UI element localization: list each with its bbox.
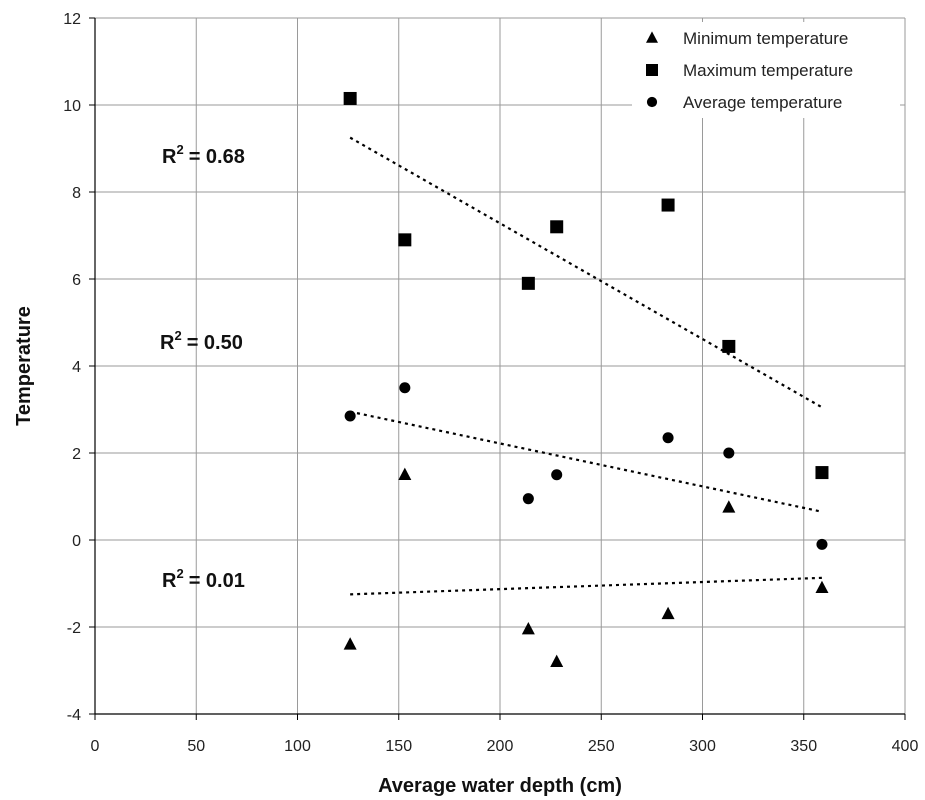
x-tick-label: 50 — [187, 738, 205, 755]
y-axis-title: Temperature — [13, 306, 35, 426]
data-point-triangle — [521, 622, 535, 635]
x-tick-label: 0 — [91, 738, 100, 755]
data-point-triangle — [550, 654, 564, 667]
legend-marker-square — [646, 64, 658, 76]
x-tick-label: 100 — [284, 738, 311, 755]
y-tick-label: 8 — [72, 185, 81, 202]
trendlines — [349, 136, 823, 596]
y-tick-label: 12 — [63, 11, 81, 28]
data-point-circle — [723, 447, 735, 459]
y-tick-label: 6 — [72, 272, 81, 289]
x-tick-label: 350 — [790, 738, 817, 755]
x-tick-label: 400 — [892, 738, 919, 755]
data-point-circle — [399, 382, 411, 394]
y-tick-label: 10 — [63, 98, 81, 115]
y-tick-label: -2 — [67, 620, 81, 637]
data-point-circle — [551, 469, 563, 481]
legend-label: Minimum temperature — [683, 29, 848, 48]
data-point-triangle — [343, 637, 357, 650]
y-tick-label: 2 — [72, 446, 81, 463]
data-point-square — [661, 198, 675, 212]
data-point-circle — [344, 410, 356, 422]
legend-background — [632, 22, 900, 118]
data-point-square — [722, 339, 736, 353]
x-tick-label: 150 — [385, 738, 412, 755]
data-point-circle — [662, 432, 674, 444]
data-point-square — [343, 91, 357, 105]
legend: Minimum temperature Maximum temperature Av… — [632, 22, 900, 118]
data-points — [343, 91, 829, 667]
data-point-triangle — [398, 467, 412, 480]
legend-marker-circle — [646, 96, 658, 108]
data-point-square — [398, 233, 412, 247]
axes — [89, 17, 906, 720]
data-point-square — [550, 220, 564, 234]
legend-label: Average temperature — [683, 93, 842, 112]
r2-annotation-max: R2 = 0.68 — [162, 142, 245, 168]
data-point-circle — [522, 493, 534, 505]
data-point-square — [521, 276, 535, 290]
r2-annotation-avg: R2 = 0.50 — [160, 328, 243, 354]
legend-label: Maximum temperature — [683, 61, 853, 80]
data-point-circle — [816, 538, 828, 550]
x-tick-label: 250 — [588, 738, 615, 755]
y-tick-label: 0 — [72, 533, 81, 550]
trendline-circle — [349, 410, 823, 513]
x-tick-label: 300 — [689, 738, 716, 755]
trendline-triangle — [350, 576, 823, 596]
trendline-square — [349, 136, 823, 409]
x-tick-label: 200 — [487, 738, 514, 755]
r-squared-annotations: R2 = 0.68 R2 = 0.50 R2 = 0.01 — [160, 142, 245, 592]
y-tick-label: -4 — [67, 707, 81, 724]
data-point-triangle — [815, 580, 829, 594]
y-tick-labels: -4 -2 0 2 4 6 8 10 12 — [63, 11, 81, 724]
r2-annotation-min: R2 = 0.01 — [162, 566, 245, 592]
data-point-triangle — [722, 500, 736, 513]
legend-marker-triangle — [646, 31, 658, 43]
gridlines — [95, 17, 906, 715]
y-tick-label: 4 — [72, 359, 81, 376]
data-point-square — [815, 466, 829, 480]
x-axis-title: Average water depth (cm) — [378, 775, 622, 797]
data-point-triangle — [661, 606, 675, 620]
x-tick-labels: 0 50 100 150 200 250 300 350 400 — [91, 738, 919, 755]
